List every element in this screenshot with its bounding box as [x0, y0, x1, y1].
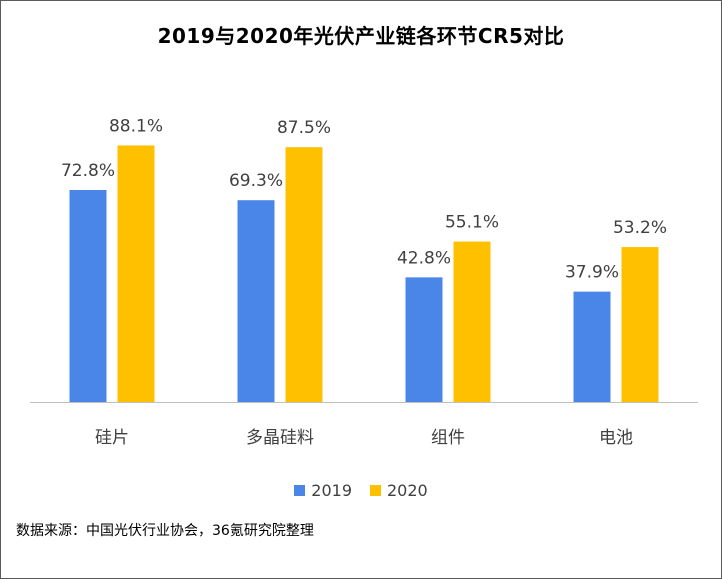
bar-2019-0 [69, 190, 107, 402]
data-label-2019-1: 69.3% [229, 171, 283, 191]
legend-swatch-2020 [370, 485, 381, 496]
chart-title: 2019与2020年光伏产业链各环节CR5对比 [157, 24, 565, 48]
data-label-2019-3: 37.9% [565, 263, 619, 283]
legend-label-2019: 2019 [311, 481, 352, 500]
category-label-1: 多晶硅料 [246, 428, 314, 448]
bar-2020-2 [453, 241, 491, 402]
legend-item-2020: 2020 [370, 481, 428, 500]
data-label-2019-0: 72.8% [61, 161, 115, 181]
bar-2019-1 [237, 200, 275, 402]
legend-item-2019: 2019 [294, 481, 352, 500]
bar-2020-1 [285, 147, 323, 402]
data-label-2020-2: 55.1% [445, 213, 499, 233]
data-label-2019-2: 42.8% [397, 248, 451, 268]
bar-2019-3 [573, 291, 611, 402]
bar-2020-3 [621, 247, 659, 402]
data-label-2020-1: 87.5% [277, 118, 331, 138]
bar-2020-0 [117, 145, 155, 402]
category-label-0: 硅片 [95, 428, 129, 448]
data-label-2020-0: 88.1% [109, 116, 163, 136]
legend: 2019 2020 [0, 481, 722, 500]
source-note: 数据来源：中国光伏行业协会，36氪研究院整理 [16, 523, 314, 539]
data-label-2020-3: 53.2% [613, 218, 667, 238]
legend-label-2020: 2020 [387, 481, 428, 500]
bar-2019-2 [405, 277, 443, 402]
category-label-2: 组件 [431, 428, 465, 448]
category-label-3: 电池 [599, 428, 633, 448]
legend-swatch-2019 [294, 485, 306, 496]
